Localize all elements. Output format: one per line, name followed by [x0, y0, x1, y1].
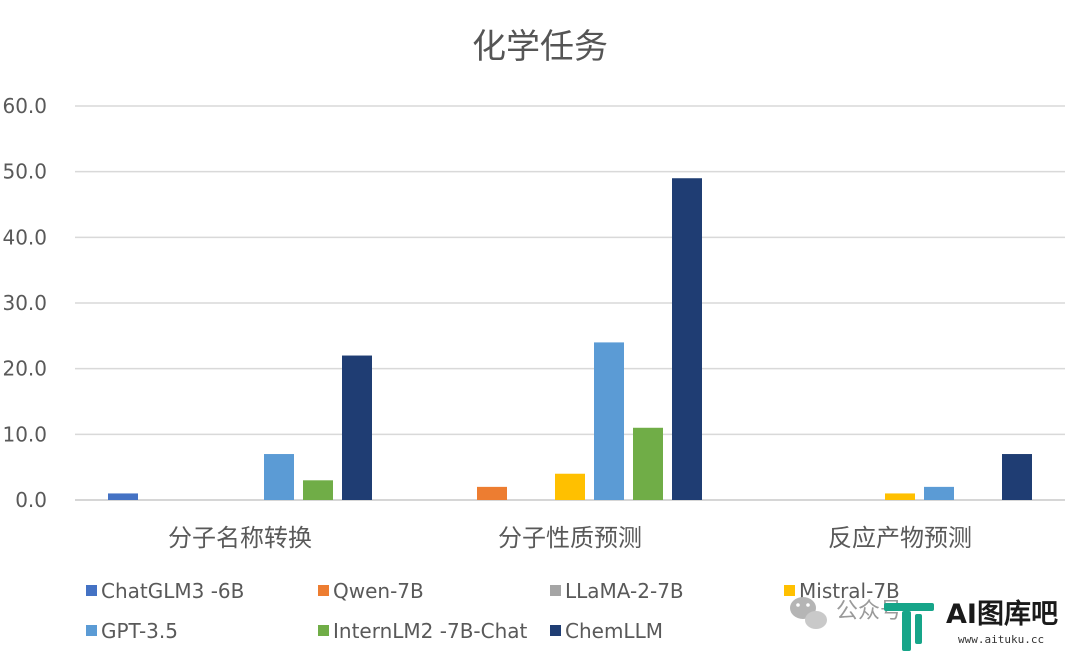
y-tick-label: 60.0 — [2, 94, 47, 118]
legend-swatch — [550, 625, 561, 636]
logo-text: AI图库吧 — [946, 599, 1058, 630]
wechat-icon — [790, 597, 827, 629]
legend-swatch — [550, 585, 561, 596]
bar-internlm2-7b-chat — [633, 427, 663, 500]
watermark-text: 公众号 — [836, 599, 902, 624]
bars — [108, 178, 1032, 500]
bar-mistral-7b — [555, 473, 585, 500]
legend-swatch — [784, 585, 795, 596]
y-tick-label: 20.0 — [2, 357, 47, 381]
category-label: 分子性质预测 — [498, 524, 642, 552]
legend-swatch — [318, 625, 329, 636]
bar-chemllm — [342, 355, 372, 500]
legend-label: InternLM2 -7B-Chat — [333, 619, 528, 643]
y-tick-label: 50.0 — [2, 160, 47, 184]
legend-label: GPT-3.5 — [101, 619, 178, 643]
category-label: 分子名称转换 — [168, 524, 312, 552]
category-label: 反应产物预测 — [828, 524, 972, 552]
y-tick-label: 40.0 — [2, 225, 47, 249]
legend-label: LLaMA-2-7B — [565, 579, 684, 603]
legend-swatch — [318, 585, 329, 596]
legend-label: ChemLLM — [565, 619, 663, 643]
chart-title: 化学任务 — [472, 27, 608, 67]
bar-gpt-3-5 — [924, 486, 954, 500]
bar-gpt-3-5 — [594, 342, 624, 500]
legend-label: Qwen-7B — [333, 579, 424, 603]
logo-url: www.aituku.cc — [958, 633, 1044, 646]
bar-chemllm — [1002, 454, 1032, 500]
bar-chatglm3-6b — [108, 493, 138, 500]
legend-label: Mistral-7B — [799, 579, 900, 603]
y-tick-label: 0.0 — [15, 488, 47, 512]
y-tick-label: 10.0 — [2, 422, 47, 446]
bar-qwen-7b — [477, 486, 507, 500]
bar-chemllm — [672, 178, 702, 500]
aituku-logo-icon — [884, 603, 934, 651]
gridlines — [75, 105, 1065, 501]
bar-internlm2-7b-chat — [303, 480, 333, 500]
legend: ChatGLM3 -6B Qwen-7B LLaMA-2-7B Mistral-7B G… — [86, 579, 900, 643]
watermark: 公众号 AI图库吧 www.aituku.cc — [790, 597, 1058, 651]
legend-label: ChatGLM3 -6B — [101, 579, 244, 603]
category-labels: 分子名称转换 分子性质预测 反应产物预测 — [168, 524, 972, 552]
legend-swatch — [86, 585, 97, 596]
legend-swatch — [86, 625, 97, 636]
y-axis-tick-labels: 0.0 10.0 20.0 30.0 40.0 50.0 60.0 — [2, 94, 47, 512]
bar-gpt-3-5 — [264, 454, 294, 500]
bar-mistral-7b — [885, 493, 915, 500]
y-tick-label: 30.0 — [2, 291, 47, 315]
